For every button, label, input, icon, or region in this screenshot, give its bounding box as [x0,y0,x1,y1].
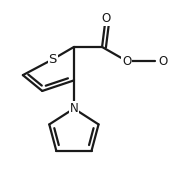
Text: N: N [70,102,78,115]
Text: O: O [101,12,110,25]
Text: S: S [49,53,57,66]
Text: O: O [158,54,168,68]
Text: O: O [122,54,131,68]
